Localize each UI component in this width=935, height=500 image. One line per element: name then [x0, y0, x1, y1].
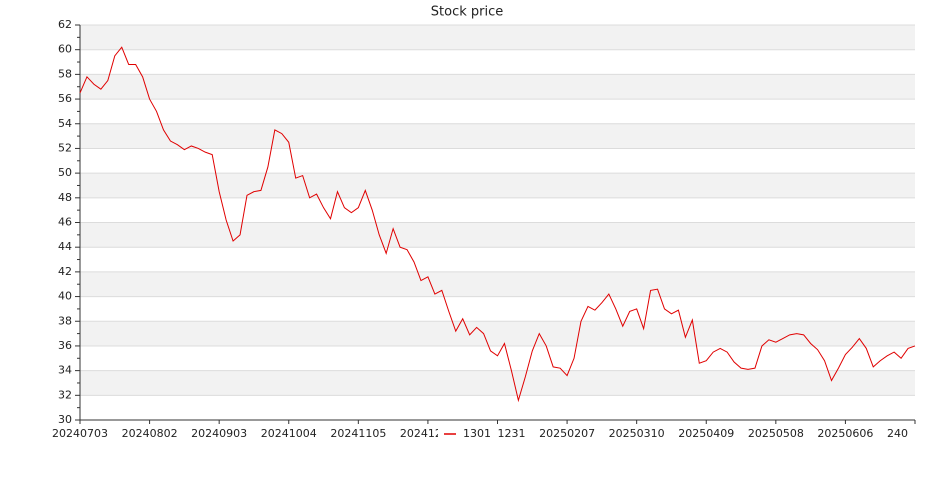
grid-band — [80, 370, 915, 396]
y-tick-label: 48 — [58, 191, 72, 204]
grid-band — [80, 123, 915, 149]
y-tick-label: 40 — [58, 290, 72, 303]
x-tick-label: 1231 — [498, 427, 526, 440]
x-tick-label: 20240703 — [52, 427, 108, 440]
line-series — [79, 46, 916, 403]
y-tick-label: 60 — [58, 43, 72, 56]
legend: 1301 — [438, 425, 498, 443]
x-tick-label: 20250207 — [539, 427, 595, 440]
y-tick-label: 52 — [58, 141, 72, 154]
y-tick-label: 56 — [58, 92, 72, 105]
grid-band — [80, 321, 915, 346]
x-tick-label: 202412 — [400, 427, 442, 440]
x-tick-label: 240 — [887, 427, 908, 440]
x-tick-label: 20240802 — [122, 427, 178, 440]
y-tick-label: 38 — [58, 314, 72, 327]
x-tick-label: 20250310 — [609, 427, 665, 440]
y-tick-label: 34 — [58, 364, 72, 377]
grid-band — [80, 74, 915, 100]
y-tick-label: 32 — [58, 388, 72, 401]
x-tick-label: 20250409 — [678, 427, 734, 440]
legend-label: 1301 — [463, 427, 491, 440]
legend-box — [438, 425, 498, 443]
grid-band — [80, 271, 915, 297]
y-tick-label: 62 — [58, 18, 72, 31]
y-tick-label: 36 — [58, 339, 72, 352]
y-tick-label: 54 — [58, 117, 72, 130]
grid-band — [80, 25, 915, 50]
y-tick-label: 42 — [58, 265, 72, 278]
grid-band — [80, 173, 915, 198]
y-tick-label: 30 — [58, 413, 72, 426]
chart-title: Stock price — [431, 5, 503, 20]
x-tick-label: 20250606 — [817, 427, 873, 440]
y-tick-label: 50 — [58, 166, 72, 179]
y-tick-label: 46 — [58, 216, 72, 229]
grid-band — [80, 222, 915, 248]
y-tick-label: 44 — [58, 240, 72, 253]
x-tick-label: 20241105 — [330, 427, 386, 440]
x-tick-label: 20241004 — [261, 427, 317, 440]
y-tick-label: 58 — [58, 67, 72, 80]
x-tick-label: 20240903 — [191, 427, 247, 440]
x-tick-label: 20250508 — [748, 427, 804, 440]
